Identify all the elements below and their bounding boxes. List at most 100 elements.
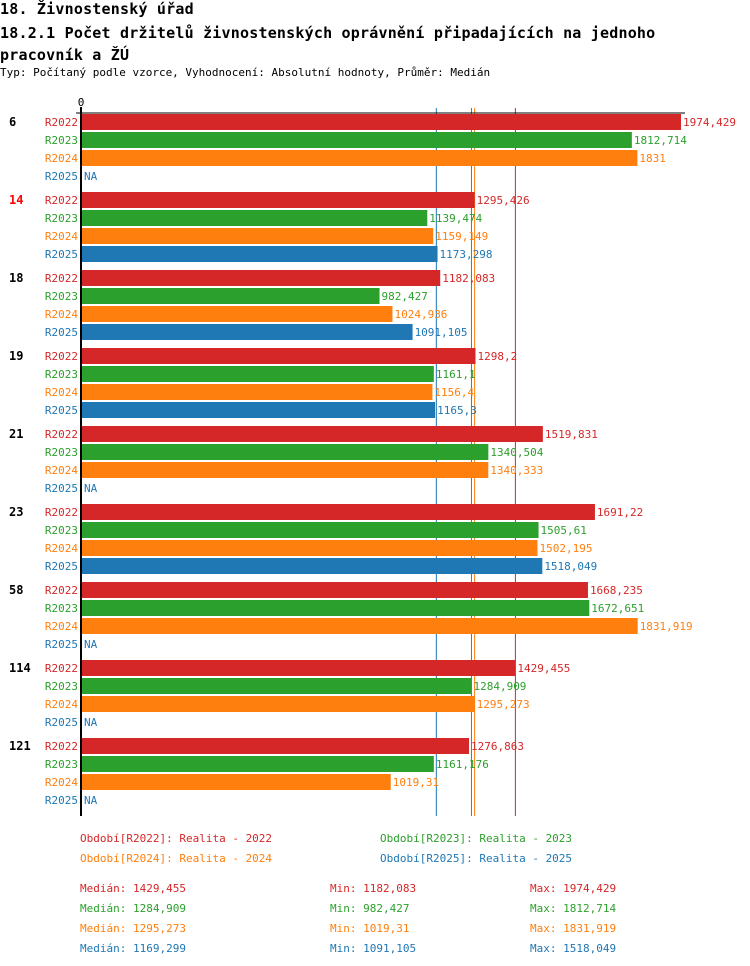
category-label: 19 bbox=[9, 349, 23, 363]
bar-r2022 bbox=[81, 582, 588, 598]
bar-r2024 bbox=[81, 618, 638, 634]
data-label-na: NA bbox=[84, 482, 98, 495]
bar-r2024 bbox=[81, 306, 393, 322]
data-label-na: NA bbox=[84, 638, 98, 651]
bar-r2023 bbox=[81, 210, 428, 226]
series-label: R2024 bbox=[45, 152, 78, 165]
series-label: R2025 bbox=[45, 794, 78, 807]
bar-r2024 bbox=[81, 774, 391, 790]
stat-median-r2022: Medián: 1429,455 bbox=[80, 882, 186, 895]
chart-subtitle: Typ: Počítaný podle vzorce, Vyhodnocení:… bbox=[0, 66, 491, 79]
series-label: R2022 bbox=[45, 116, 78, 129]
data-label: 1298,2 bbox=[478, 350, 518, 363]
series-label: R2022 bbox=[45, 194, 78, 207]
data-label: 1831,919 bbox=[640, 620, 693, 633]
x-axis-tick-label: 0 bbox=[78, 96, 85, 109]
data-label: 1519,831 bbox=[545, 428, 598, 441]
stat-median-r2023: Medián: 1284,909 bbox=[80, 902, 186, 915]
bar-r2023 bbox=[81, 600, 590, 616]
bar-r2022 bbox=[81, 270, 441, 286]
bar-r2023 bbox=[81, 756, 434, 772]
bar-r2022 bbox=[81, 504, 595, 520]
category-label: 14 bbox=[9, 193, 23, 207]
bar-r2023 bbox=[81, 678, 472, 694]
series-label: R2022 bbox=[45, 506, 78, 519]
stat-median-r2024: Medián: 1295,273 bbox=[80, 922, 186, 935]
series-label: R2023 bbox=[45, 290, 78, 303]
legend-item-r2024: Období[R2024]: Realita - 2024 bbox=[80, 852, 273, 865]
bar-r2025 bbox=[81, 246, 438, 262]
bar-r2022 bbox=[81, 192, 475, 208]
legend-item-r2022: Období[R2022]: Realita - 2022 bbox=[80, 832, 273, 845]
bar-r2022 bbox=[81, 114, 681, 130]
series-label: R2023 bbox=[45, 680, 78, 693]
series-label: R2023 bbox=[45, 134, 78, 147]
series-label: R2024 bbox=[45, 542, 78, 555]
series-label: R2023 bbox=[45, 758, 78, 771]
series-label: R2022 bbox=[45, 584, 78, 597]
series-label: R2022 bbox=[45, 350, 78, 363]
bar-r2025 bbox=[81, 558, 543, 574]
bar-r2023 bbox=[81, 444, 489, 460]
data-label: 1691,22 bbox=[597, 506, 643, 519]
bar-r2022 bbox=[81, 738, 470, 754]
data-label: 1340,333 bbox=[490, 464, 543, 477]
series-label: R2023 bbox=[45, 212, 78, 225]
stat-max-r2025: Max: 1518,049 bbox=[530, 942, 617, 955]
data-label: 1974,429 bbox=[683, 116, 736, 129]
stat-min-r2024: Min: 1019,31 bbox=[330, 922, 410, 935]
bar-r2024 bbox=[81, 384, 433, 400]
data-label: 1019,31 bbox=[393, 776, 439, 789]
data-label: 1284,909 bbox=[473, 680, 526, 693]
data-label: 1156,4 bbox=[434, 386, 474, 399]
series-label: R2023 bbox=[45, 446, 78, 459]
series-label: R2022 bbox=[45, 662, 78, 675]
bar-r2023 bbox=[81, 288, 380, 304]
data-label: 1139,474 bbox=[429, 212, 482, 225]
series-label: R2024 bbox=[45, 308, 78, 321]
legend-item-r2025: Období[R2025]: Realita - 2025 bbox=[380, 852, 573, 865]
data-label: 1276,863 bbox=[471, 740, 524, 753]
data-label: 1668,235 bbox=[590, 584, 643, 597]
stat-min-r2022: Min: 1182,083 bbox=[330, 882, 417, 895]
series-label: R2024 bbox=[45, 230, 78, 243]
data-label-na: NA bbox=[84, 170, 98, 183]
series-label: R2025 bbox=[45, 248, 78, 261]
series-label: R2023 bbox=[45, 602, 78, 615]
data-label: 1161,176 bbox=[436, 758, 489, 771]
category-label: 114 bbox=[9, 661, 31, 675]
stat-max-r2024: Max: 1831,919 bbox=[530, 922, 617, 935]
stat-min-r2023: Min: 982,427 bbox=[330, 902, 410, 915]
bar-r2024 bbox=[81, 696, 475, 712]
bar-r2025 bbox=[81, 324, 413, 340]
series-label: R2025 bbox=[45, 482, 78, 495]
data-label: 1159,149 bbox=[435, 230, 488, 243]
data-label: 1340,504 bbox=[490, 446, 543, 459]
bar-r2024 bbox=[81, 540, 538, 556]
bar-r2024 bbox=[81, 150, 638, 166]
category-label: 121 bbox=[9, 739, 31, 753]
bar-r2023 bbox=[81, 522, 539, 538]
series-label: R2025 bbox=[45, 716, 78, 729]
bar-r2022 bbox=[81, 660, 516, 676]
data-label: 1831 bbox=[639, 152, 666, 165]
category-label: 58 bbox=[9, 583, 23, 597]
series-label: R2025 bbox=[45, 560, 78, 573]
data-label: 1182,083 bbox=[442, 272, 495, 285]
data-label: 1161,1 bbox=[436, 368, 476, 381]
series-label: R2025 bbox=[45, 638, 78, 651]
series-label: R2023 bbox=[45, 368, 78, 381]
series-label: R2025 bbox=[45, 170, 78, 183]
chart-title: 18.2.1 Počet držitelů živnostenských opr… bbox=[0, 24, 656, 64]
series-label: R2024 bbox=[45, 698, 78, 711]
category-label: 18 bbox=[9, 271, 23, 285]
legend-item-r2023: Období[R2023]: Realita - 2023 bbox=[380, 832, 573, 845]
stat-max-r2022: Max: 1974,429 bbox=[530, 882, 617, 895]
data-label: 1672,651 bbox=[591, 602, 644, 615]
series-label: R2024 bbox=[45, 776, 78, 789]
category-label: 6 bbox=[9, 115, 16, 129]
bar-r2022 bbox=[81, 426, 543, 442]
series-label: R2024 bbox=[45, 620, 78, 633]
category-label: 23 bbox=[9, 505, 23, 519]
data-label: 1518,049 bbox=[544, 560, 597, 573]
